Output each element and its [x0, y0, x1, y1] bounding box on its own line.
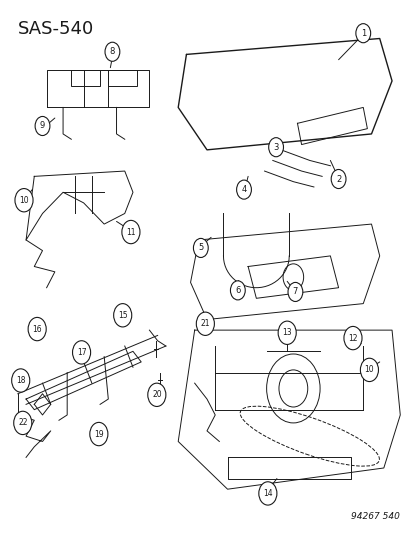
Text: 13: 13	[282, 328, 291, 337]
Text: 17: 17	[76, 348, 86, 357]
Text: SAS-540: SAS-540	[18, 20, 94, 38]
Circle shape	[258, 482, 276, 505]
Text: 20: 20	[152, 390, 161, 399]
Text: 7: 7	[292, 287, 297, 296]
Circle shape	[147, 383, 166, 407]
Text: 14: 14	[262, 489, 272, 498]
Circle shape	[330, 169, 345, 189]
Circle shape	[359, 358, 377, 382]
Text: 15: 15	[118, 311, 127, 320]
Circle shape	[15, 189, 33, 212]
Text: 6: 6	[235, 286, 240, 295]
Text: 4: 4	[241, 185, 246, 194]
Text: 16: 16	[32, 325, 42, 334]
Circle shape	[114, 304, 131, 327]
Text: 12: 12	[347, 334, 357, 343]
Circle shape	[28, 317, 46, 341]
Circle shape	[35, 116, 50, 135]
Text: 94267 540: 94267 540	[351, 512, 399, 521]
Circle shape	[121, 220, 140, 244]
Text: 10: 10	[19, 196, 29, 205]
Circle shape	[230, 281, 244, 300]
Circle shape	[268, 138, 283, 157]
Text: 5: 5	[198, 244, 203, 253]
Circle shape	[90, 422, 108, 446]
Text: 2: 2	[335, 174, 340, 183]
Text: 10: 10	[364, 366, 373, 374]
Text: 3: 3	[273, 143, 278, 152]
Text: 9: 9	[40, 122, 45, 131]
Circle shape	[355, 23, 370, 43]
Circle shape	[105, 42, 119, 61]
Circle shape	[278, 321, 296, 344]
Circle shape	[12, 369, 30, 392]
Text: 19: 19	[94, 430, 103, 439]
Circle shape	[14, 411, 32, 434]
Text: 8: 8	[109, 47, 115, 56]
Circle shape	[196, 312, 214, 335]
Text: 1: 1	[360, 29, 365, 38]
Circle shape	[193, 238, 208, 257]
Circle shape	[287, 282, 302, 302]
Circle shape	[236, 180, 251, 199]
Text: 11: 11	[126, 228, 135, 237]
Circle shape	[343, 326, 361, 350]
Circle shape	[72, 341, 90, 364]
Text: 18: 18	[16, 376, 26, 385]
Text: 22: 22	[18, 418, 27, 427]
Text: 21: 21	[200, 319, 210, 328]
